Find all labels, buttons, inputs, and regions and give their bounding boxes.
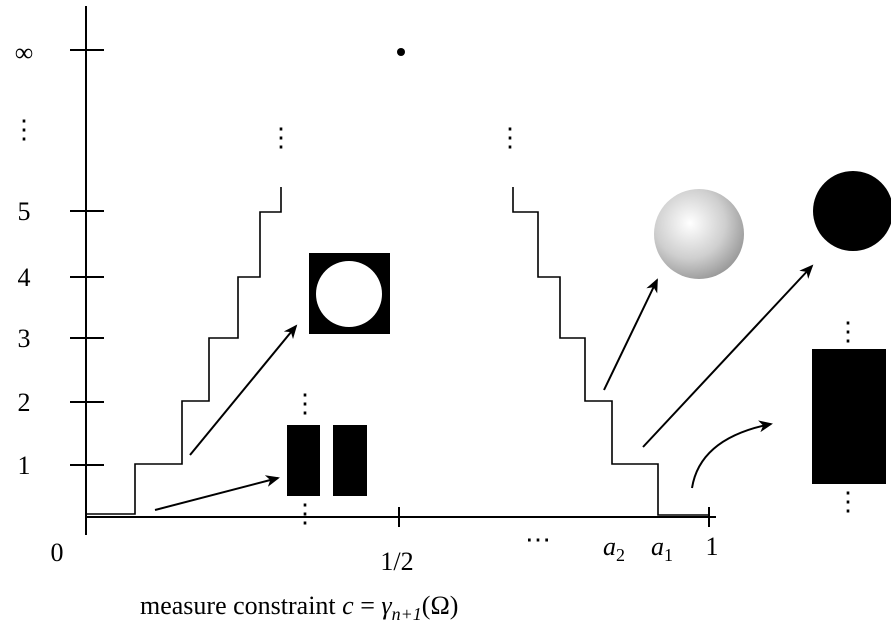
y-label: 2: [18, 388, 31, 417]
arrow: [604, 280, 657, 390]
y-label: ⋮: [11, 115, 37, 144]
x-tick-label: a1: [651, 532, 673, 565]
sphere: [654, 189, 744, 279]
arrow: [155, 478, 278, 510]
x-axis-title: measure constraint c = γn+1(Ω): [140, 591, 458, 624]
axes: [70, 6, 716, 535]
vdots: ⋮: [835, 317, 861, 346]
bar-shape: [287, 425, 320, 496]
point: [397, 48, 405, 56]
arrow: [692, 424, 771, 488]
arrow: [643, 266, 812, 447]
y-label: 4: [18, 263, 31, 292]
arrow: [190, 326, 296, 455]
y-label: 1: [18, 451, 31, 480]
x-tick-label: 1: [706, 532, 719, 561]
title-var: c: [342, 591, 354, 620]
title-sub: n+1: [392, 604, 422, 624]
x-tick-label: 1/2: [380, 547, 413, 576]
vdots: ⋮: [292, 499, 318, 528]
title-arg: (Ω): [422, 591, 459, 620]
tick-base: a: [603, 532, 616, 561]
x-tick-label: ⋯: [525, 525, 551, 554]
diagram: ∞ ⋮ 5 4 3 2 1 0 1/2 ⋯ a2 a1 1 measure co…: [0, 0, 891, 625]
disk: [813, 171, 891, 251]
tick-sub: 2: [616, 545, 625, 565]
tick-sub: 1: [664, 545, 673, 565]
vdots: ⋮: [268, 123, 294, 152]
y-label: 3: [18, 324, 31, 353]
title-eq: =: [354, 591, 382, 620]
bar-shape: [333, 425, 367, 496]
x-origin: 0: [51, 538, 64, 567]
tick-base: a: [651, 532, 664, 561]
y-label: ∞: [15, 38, 34, 67]
rectangle: [812, 349, 886, 484]
x-tick-label: a2: [603, 532, 625, 565]
vdots: ⋮: [292, 389, 318, 418]
hole: [316, 261, 382, 327]
y-label: 5: [18, 197, 31, 226]
vdots: ⋮: [497, 123, 523, 152]
left-staircase: [86, 187, 281, 514]
vdots: ⋮: [835, 487, 861, 516]
title-text: measure constraint: [140, 591, 342, 620]
